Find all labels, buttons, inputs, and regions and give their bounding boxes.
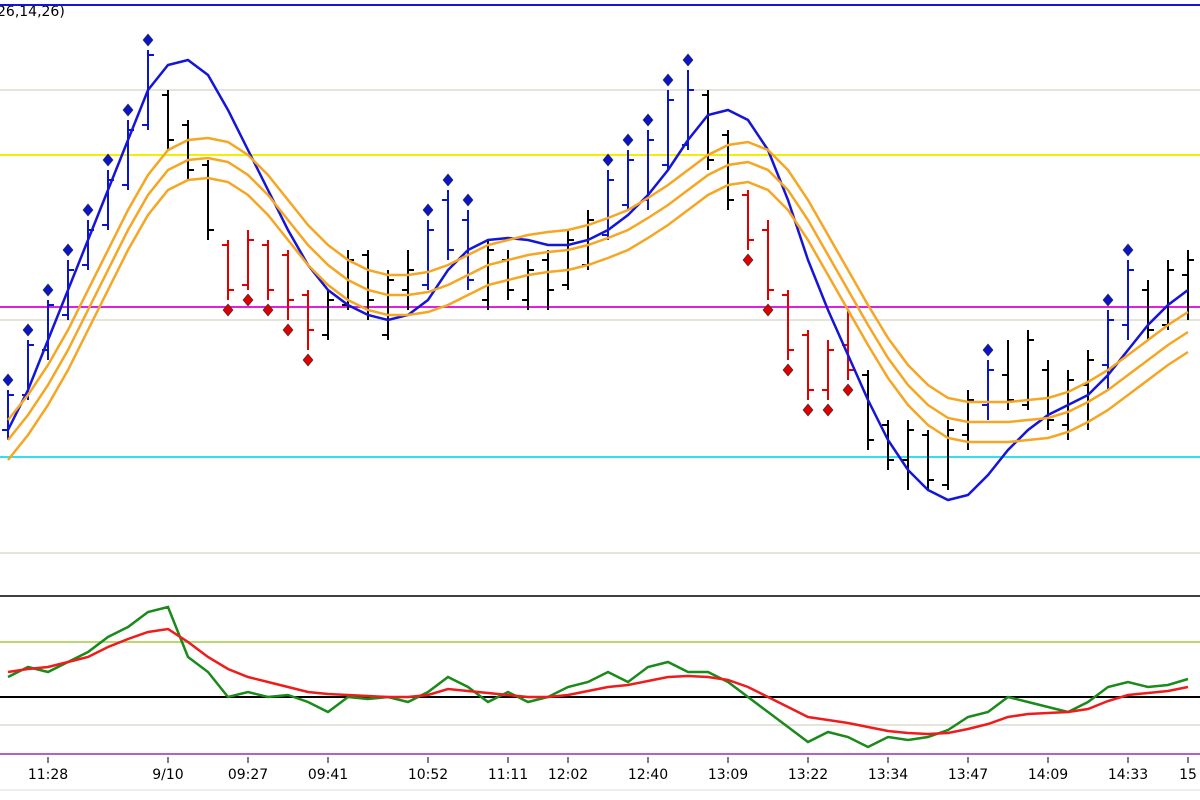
signal-diamond xyxy=(662,73,674,87)
signal-diamond xyxy=(442,173,454,187)
signal-diamond xyxy=(782,363,794,377)
signal-diamond xyxy=(122,103,134,117)
x-tick-label: 13:22 xyxy=(788,767,828,783)
x-tick-label: 11:28 xyxy=(28,767,68,783)
signal-diamond xyxy=(982,343,994,357)
signal-diamond xyxy=(682,53,694,67)
indicator-line xyxy=(7,136,1189,421)
x-tick-label: 11:11 xyxy=(488,767,528,783)
x-tick-label: 13:47 xyxy=(948,767,988,783)
signal-diamond xyxy=(42,283,54,297)
signal-diamond xyxy=(462,193,474,207)
signal-diamond xyxy=(222,303,234,317)
x-tick-label: 09:41 xyxy=(308,767,348,783)
x-tick-label: 09:27 xyxy=(228,767,268,783)
signal-diamond xyxy=(22,323,34,337)
oscillator-line xyxy=(7,627,1189,736)
signal-diamond xyxy=(742,253,754,267)
signal-diamond xyxy=(102,153,114,167)
signal-diamond xyxy=(422,203,434,217)
x-tick-label: 15 xyxy=(1179,767,1197,783)
signal-diamond xyxy=(62,243,74,257)
x-tick-label: 14:09 xyxy=(1028,767,1068,783)
indicator-line xyxy=(6,58,1189,502)
signal-diamond xyxy=(842,383,854,397)
x-tick-label: 13:09 xyxy=(708,767,748,783)
chart-title: 26,14,26) xyxy=(0,4,65,20)
signal-diamond xyxy=(282,323,294,337)
signal-diamond xyxy=(822,403,834,417)
signal-diamond xyxy=(622,133,634,147)
x-tick-label: 13:34 xyxy=(868,767,908,783)
x-tick-label: 10:52 xyxy=(408,767,448,783)
indicator-line xyxy=(7,156,1189,441)
oscillator-line xyxy=(7,605,1189,749)
signal-diamond xyxy=(762,303,774,317)
signal-diamond xyxy=(262,303,274,317)
signal-diamond xyxy=(82,203,94,217)
signal-diamond xyxy=(302,353,314,367)
signal-diamond xyxy=(642,113,654,127)
indicator-line xyxy=(7,176,1189,461)
signal-diamond xyxy=(1102,293,1114,307)
signal-diamond xyxy=(142,33,154,47)
x-tick-label: 12:40 xyxy=(628,767,668,783)
signal-diamond xyxy=(602,153,614,167)
signal-diamond xyxy=(802,403,814,417)
x-tick-label: 12:02 xyxy=(548,767,588,783)
x-tick-label: 9/10 xyxy=(152,767,183,783)
signal-diamond xyxy=(2,373,14,387)
x-tick-label: 14:33 xyxy=(1108,767,1148,783)
signal-diamond xyxy=(1122,243,1134,257)
signal-diamond xyxy=(242,293,254,307)
